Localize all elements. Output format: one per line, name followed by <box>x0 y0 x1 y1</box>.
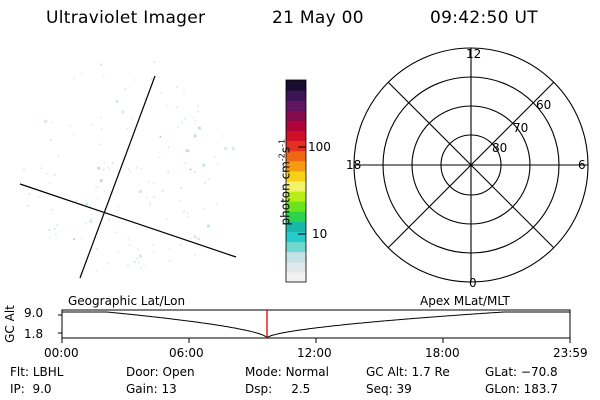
status-door: Door: Open <box>126 365 195 379</box>
geographic-image-panel <box>19 61 237 279</box>
mlt-label-12: 12 <box>466 47 482 61</box>
status-glon: GLon: 183.7 <box>485 382 558 396</box>
mlat-label-80: 80 <box>492 141 508 155</box>
color-bar-segment <box>286 251 306 263</box>
color-bar-segment <box>286 191 306 202</box>
status-gc-alt: GC Alt: 1.7 Re <box>366 365 450 379</box>
date-label: 21 May 00 <box>272 8 364 28</box>
strip-x-tick-2359: 23:59 <box>553 346 588 360</box>
color-bar-segment <box>286 241 306 253</box>
color-bar-segment <box>286 261 306 273</box>
mlt-label-18: 18 <box>346 158 362 172</box>
strip-x-tick-0600: 06:00 <box>169 346 204 360</box>
strip-right-title: Apex MLat/MLT <box>420 294 510 308</box>
status-dsp: Dsp: 2.5 <box>245 382 311 396</box>
polar-diagonal-2 <box>387 81 555 249</box>
color-bar-segment <box>286 130 306 142</box>
color-bar-segment <box>286 140 306 152</box>
colorbar-tick-10: 10 <box>312 227 328 241</box>
color-bar-segment <box>286 181 306 192</box>
status-glat: GLat: −70.8 <box>485 365 558 379</box>
latitude-line <box>19 183 237 258</box>
mlat-label-60: 60 <box>536 98 552 112</box>
altitude-strip <box>58 309 571 343</box>
color-bar-segment <box>286 100 306 111</box>
mlat-label-70: 70 <box>513 121 529 135</box>
color-bar-segment <box>286 110 306 121</box>
strip-y-tick-9: 9.0 <box>24 306 44 320</box>
color-bar-segment <box>286 160 306 172</box>
instrument-title: Ultraviolet Imager <box>46 8 206 28</box>
strip-y-tick-1-8: 1.8 <box>24 327 44 341</box>
time-label: 09:42:50 UT <box>430 8 538 28</box>
color-bar-ticks <box>298 146 306 235</box>
color-bar-segment <box>286 150 306 162</box>
color-bar-segment <box>286 90 306 101</box>
color-bar-segment <box>286 80 306 91</box>
mlt-label-0: 0 <box>469 276 477 290</box>
auroral-speckles <box>23 61 235 272</box>
color-bar <box>285 79 307 283</box>
status-filter: Flt: LBHL <box>10 365 64 379</box>
strip-x-tick-0000: 00:00 <box>44 346 79 360</box>
strip-x-tick-1800: 18:00 <box>425 346 460 360</box>
color-bar-segment <box>286 211 306 222</box>
strip-y-axis-label: GC Alt <box>3 305 17 343</box>
color-bar-segment <box>286 231 306 243</box>
mlt-label-6: 6 <box>578 158 586 172</box>
status-mode: Mode: Normal <box>245 365 329 379</box>
altitude-curve <box>62 311 570 338</box>
status-seq: Seq: 39 <box>366 382 412 396</box>
colorbar-tick-100: 100 <box>308 140 331 154</box>
status-ip: IP: 9.0 <box>10 382 52 396</box>
polar-mlat-mlt-grid <box>353 47 589 283</box>
longitude-line <box>79 75 156 279</box>
strip-x-tick-1200: 12:00 <box>297 346 332 360</box>
color-bar-segment <box>286 201 306 212</box>
color-bar-segment <box>286 271 306 283</box>
status-gain: Gain: 13 <box>126 382 177 396</box>
color-bar-segment <box>286 120 306 131</box>
color-bar-segment <box>286 221 306 232</box>
strip-left-title: Geographic Lat/Lon <box>68 294 186 308</box>
color-bar-segment <box>286 170 306 182</box>
colorbar-unit-label: photon cm-2s-1 <box>277 138 293 226</box>
